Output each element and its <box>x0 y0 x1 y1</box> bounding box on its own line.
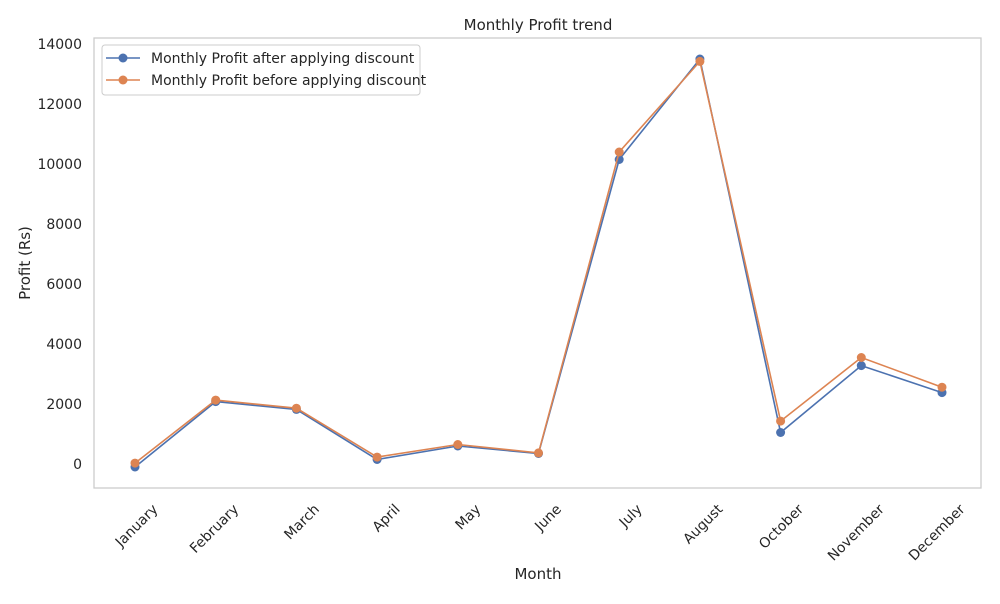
data-point <box>534 448 543 458</box>
legend: Monthly Profit after applying discount M… <box>101 44 427 96</box>
data-point <box>372 452 382 462</box>
x-tick-label: March <box>281 502 322 543</box>
x-tick-label: May <box>452 502 484 534</box>
series-before-discount <box>130 56 947 468</box>
y-tick-label: 6000 <box>46 277 82 293</box>
x-tick-label: December <box>906 501 969 564</box>
legend-label-before-discount: Monthly Profit before applying discount <box>151 73 427 89</box>
data-point <box>856 353 866 362</box>
data-point <box>614 147 624 157</box>
data-point <box>453 440 463 449</box>
x-tick-label: February <box>187 502 242 557</box>
legend-marker-after-discount <box>118 53 128 63</box>
y-axis-label: Profit (Rs) <box>16 226 34 300</box>
y-tick-label: 14000 <box>37 37 82 53</box>
plot-area-frame <box>93 37 982 489</box>
y-tick-label: 12000 <box>37 97 82 113</box>
data-point <box>211 395 221 405</box>
x-tick-label: July <box>616 502 646 532</box>
x-axis-ticks: January February March April May June July Augu… <box>112 501 969 564</box>
data-point <box>856 361 866 371</box>
x-tick-label: October <box>756 501 807 552</box>
legend-box <box>101 44 421 96</box>
data-point <box>937 382 947 392</box>
y-tick-label: 0 <box>73 457 82 473</box>
data-point <box>130 458 140 468</box>
x-tick-label: August <box>680 501 726 547</box>
legend-item-before-discount: Monthly Profit before applying discount <box>106 73 427 89</box>
x-axis-label: Month <box>514 565 561 583</box>
series-layer <box>130 54 947 472</box>
x-tick-label: January <box>112 502 162 552</box>
y-tick-label: 10000 <box>37 157 82 173</box>
data-point <box>776 428 786 437</box>
x-tick-label: November <box>825 501 888 564</box>
chart-title: Monthly Profit trend <box>464 16 613 34</box>
x-tick-label: June <box>531 502 565 536</box>
y-tick-label: 8000 <box>46 217 82 233</box>
data-point <box>695 56 705 66</box>
data-point <box>291 403 301 413</box>
data-point <box>776 416 786 426</box>
legend-item-after-discount: Monthly Profit after applying discount <box>106 51 415 67</box>
legend-label-after-discount: Monthly Profit after applying discount <box>151 51 415 67</box>
x-tick-label: April <box>370 502 404 536</box>
y-tick-label: 4000 <box>46 337 82 353</box>
y-axis-ticks: 0 2000 4000 6000 8000 10000 12000 14000 <box>37 37 82 473</box>
legend-marker-before-discount <box>118 75 128 85</box>
y-tick-label: 2000 <box>46 397 82 413</box>
